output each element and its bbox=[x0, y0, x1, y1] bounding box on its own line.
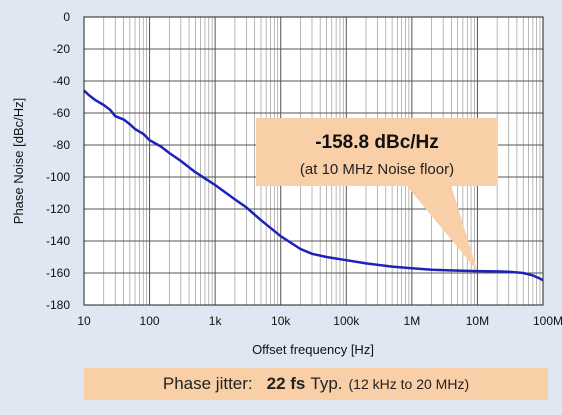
y-tick-label: -60 bbox=[53, 106, 71, 120]
x-tick-label: 100k bbox=[333, 314, 360, 328]
y-tick-label: -140 bbox=[46, 234, 70, 248]
callout: -158.8 dBc/Hz (at 10 MHz Noise floor) bbox=[256, 118, 498, 272]
phase-jitter-box: Phase jitter: 22 fs Typ. (12 kHz to 20 M… bbox=[84, 368, 548, 400]
y-tick-label: -80 bbox=[53, 138, 71, 152]
callout-box bbox=[256, 118, 498, 186]
x-tick-label: 100 bbox=[140, 314, 160, 328]
jitter-range: (12 kHz to 20 MHz) bbox=[348, 376, 470, 392]
y-tick-label: -100 bbox=[46, 170, 70, 184]
callout-value: -158.8 dBc/Hz bbox=[315, 132, 439, 153]
callout-pointer bbox=[406, 185, 478, 272]
callout-note: (at 10 MHz Noise floor) bbox=[300, 161, 454, 178]
series-line bbox=[83, 89, 544, 282]
x-tick-label: 100M bbox=[533, 314, 562, 328]
y-tick-label: -20 bbox=[53, 42, 71, 56]
x-tick-labels: 10 100 1k 10k 100k 1M 10M 100M bbox=[77, 314, 562, 328]
x-axis-label: Offset frequency [Hz] bbox=[252, 342, 374, 357]
jitter-typ: Typ. bbox=[310, 374, 343, 393]
y-tick-labels: 0 -20 -40 -60 -80 -100 -120 -140 -160 -180 bbox=[46, 10, 70, 312]
jitter-value: 22 fs bbox=[266, 374, 306, 393]
x-tick-label: 10M bbox=[466, 314, 489, 328]
y-tick-label: -160 bbox=[46, 266, 70, 280]
x-tick-label: 1M bbox=[404, 314, 421, 328]
x-tick-label: 1k bbox=[209, 314, 223, 328]
y-tick-label: -120 bbox=[46, 202, 70, 216]
jitter-label: Phase jitter: bbox=[162, 374, 253, 393]
y-tick-label: 0 bbox=[63, 10, 70, 24]
plot-border bbox=[83, 16, 544, 306]
x-tick-label: 10 bbox=[77, 314, 91, 328]
y-axis-label: Phase Noise [dBc/Hz] bbox=[11, 98, 26, 224]
x-tick-label: 10k bbox=[271, 314, 291, 328]
y-tick-label: -40 bbox=[53, 74, 71, 88]
y-tick-label: -180 bbox=[46, 298, 70, 312]
